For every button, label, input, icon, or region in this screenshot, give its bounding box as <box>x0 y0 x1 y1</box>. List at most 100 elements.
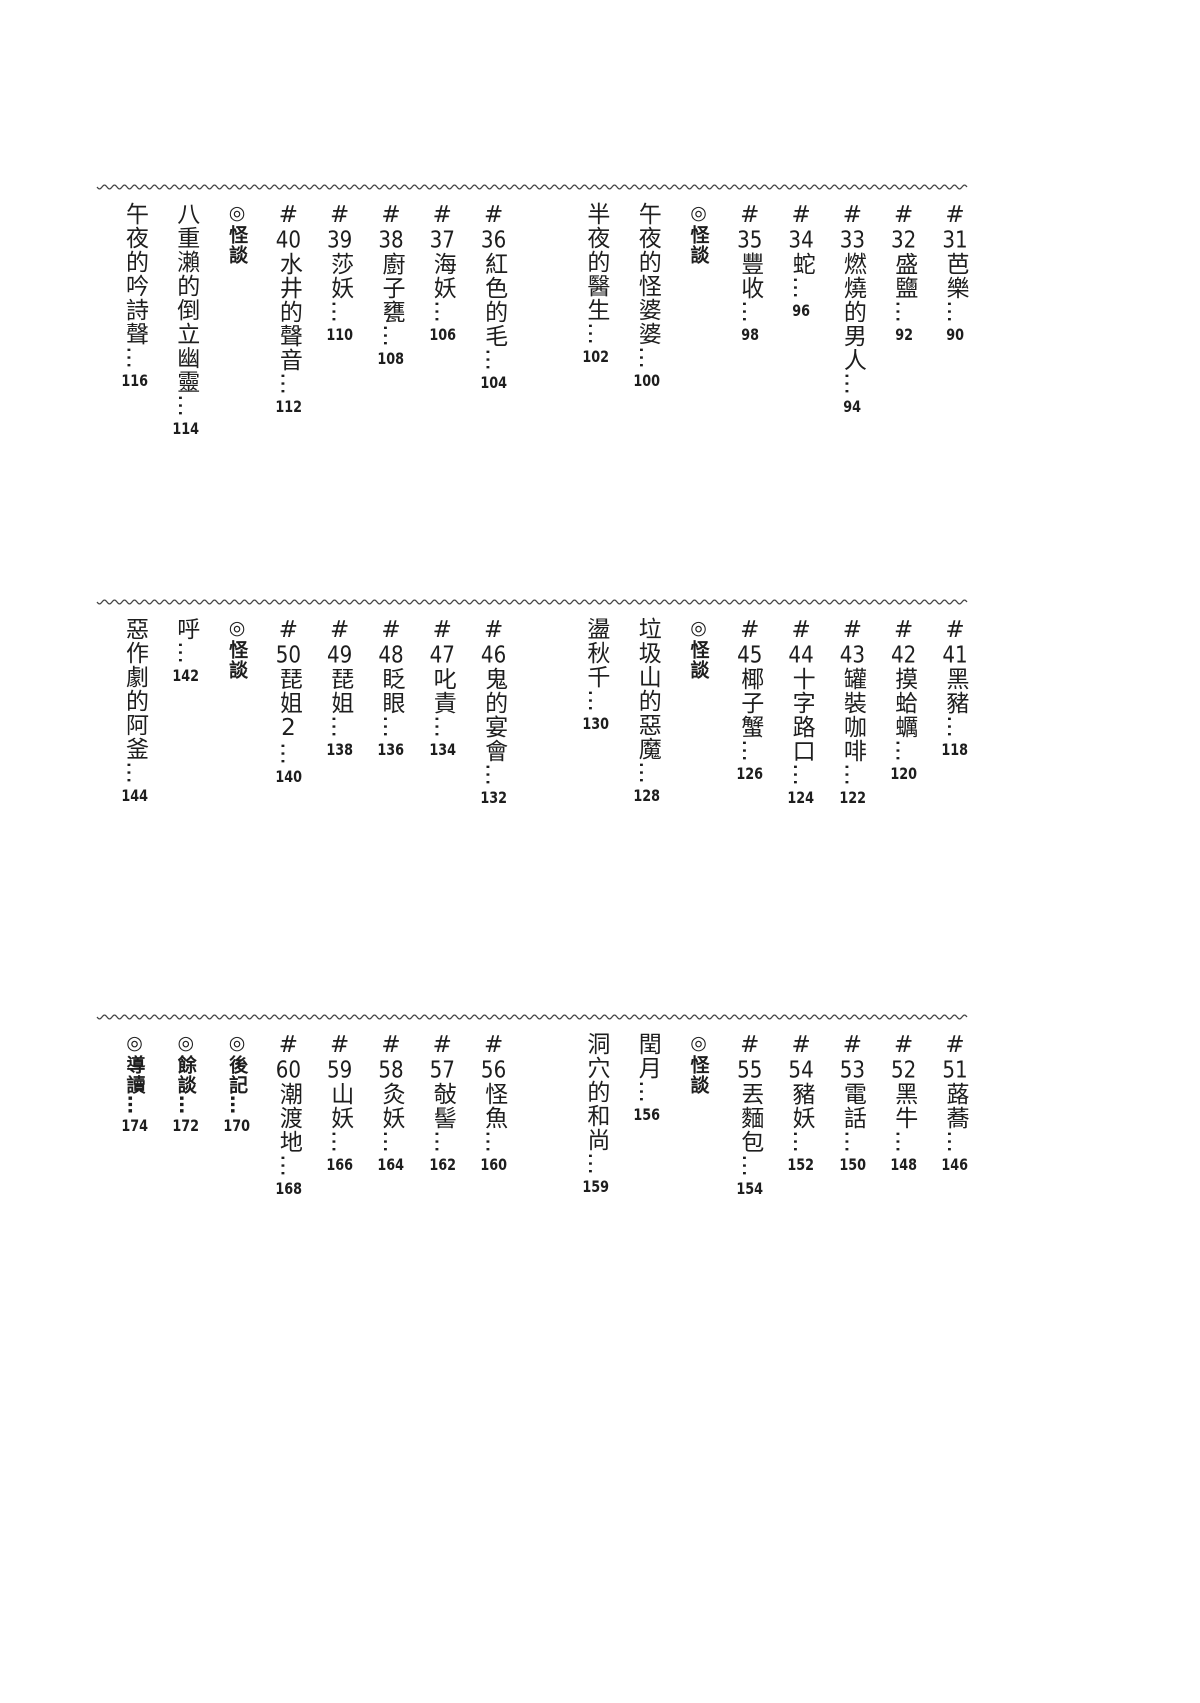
leader-dots: … <box>839 372 866 395</box>
toc-entry: 八重瀨的倒立幽靈… 114 <box>168 202 204 438</box>
entry-title: #57敧髻… <box>426 1032 458 1153</box>
entry-number: 41 <box>942 644 968 667</box>
entry-number: 54 <box>788 1059 814 1082</box>
entry-mark: # <box>326 1032 353 1059</box>
toc-entry: #49琵姐… 138 <box>322 617 358 759</box>
entry-title: #48眨眼… <box>375 617 407 738</box>
page-number: 160 <box>480 1155 507 1174</box>
entry-mark: # <box>378 202 404 229</box>
leader-dots: … <box>123 1095 146 1114</box>
page-number: 132 <box>480 788 507 807</box>
entry-text: 盛鹽 <box>890 252 917 300</box>
entry-title: ◎怪談 <box>683 202 715 265</box>
toc-entry: #42摸蛤蠣… 120 <box>886 617 922 783</box>
entry-text: 芭樂 <box>942 252 968 300</box>
entry-title: 閏月… <box>631 1032 663 1103</box>
entry-number: 39 <box>327 229 353 252</box>
toc-entry: ◎怪談 <box>681 1032 717 1095</box>
entry-text: 怪魚 <box>480 1082 507 1130</box>
entry-text: 豬妖 <box>788 1082 815 1130</box>
page-number: 164 <box>377 1155 405 1174</box>
entry-title: #37海妖… <box>426 202 458 323</box>
entry-mark: ◎ <box>687 617 710 640</box>
entry-mark: # <box>480 617 507 644</box>
entry-text: 半夜的醫生 <box>582 202 609 322</box>
leader-dots: … <box>172 641 199 664</box>
leader-dots: … <box>839 763 866 786</box>
entry-text: 蛇 <box>788 252 815 276</box>
leader-dots: … <box>172 394 199 417</box>
entry-text: 怪談 <box>687 225 710 265</box>
entry-title: ◎怪談 <box>683 1032 715 1095</box>
entry-title: ◎後記… <box>221 1032 253 1114</box>
entry-text: 罐裝咖啡 <box>839 667 866 763</box>
entry-title: #50琵姐2… <box>272 617 304 765</box>
entry-title: 八重瀨的倒立幽靈… <box>170 202 202 417</box>
entry-mark: ◎ <box>226 202 249 225</box>
entry-number: 35 <box>737 229 763 252</box>
leader-dots: … <box>942 715 968 738</box>
entry-mark: ◎ <box>687 1032 710 1055</box>
toc-entry: ◎怪談 <box>681 202 717 265</box>
entry-mark: # <box>839 617 866 644</box>
entry-number: 37 <box>429 229 455 252</box>
toc-entry: 午夜的怪婆婆… 100 <box>629 202 665 390</box>
page-number: 94 <box>843 397 862 416</box>
entry-title: 惡作劇的阿釜… <box>119 617 151 784</box>
toc-entry: ◎怪談 <box>219 202 255 265</box>
entry-text: 十字路口 <box>788 667 815 763</box>
toc-entry: #41黑豬… 118 <box>937 617 973 759</box>
page-number: 120 <box>890 764 918 783</box>
page-number: 106 <box>428 325 456 344</box>
leader-dots: … <box>429 715 456 738</box>
entry-title: 半夜的醫生… <box>580 202 612 345</box>
entry-mark: # <box>275 1032 302 1059</box>
entry-mark: # <box>942 202 968 229</box>
entry-text: 琵姐 <box>326 667 353 715</box>
leader-dots: … <box>378 324 404 347</box>
entry-text: 怪談 <box>226 640 249 680</box>
entry-text: 黑豬 <box>942 667 968 715</box>
leader-dots: … <box>788 1130 815 1153</box>
entry-mark: # <box>890 1032 917 1059</box>
toc-entry: #59山妖… 166 <box>322 1032 358 1174</box>
entry-title: #35豐收… <box>734 202 766 323</box>
toc-entry: #46鬼的宴會… 132 <box>476 617 512 807</box>
toc-entry: #35豐收… 98 <box>732 202 768 344</box>
entry-mark: # <box>788 202 815 229</box>
entry-text: 水井的聲音 <box>275 252 302 372</box>
leader-dots: … <box>480 348 507 371</box>
toc-entry: 洞穴的和尚… 159 <box>578 1032 614 1196</box>
entry-number: 59 <box>327 1059 353 1082</box>
entry-title: 盪秋千… <box>580 617 612 712</box>
entry-text: 山妖 <box>326 1082 353 1130</box>
entry-text: 惡作劇的阿釜 <box>121 617 148 761</box>
entry-number: 53 <box>839 1059 866 1082</box>
entry-title: #46鬼的宴會… <box>478 617 510 786</box>
wave-rule <box>96 184 968 190</box>
toc-entry: #50琵姐2… 140 <box>270 617 306 786</box>
toc-entry: #51蕗蕎… 146 <box>937 1032 973 1174</box>
entry-text: 怪談 <box>226 225 249 265</box>
leader-dots: … <box>121 761 148 784</box>
toc-entry: 半夜的醫生… 102 <box>578 202 614 366</box>
entry-mark: # <box>326 202 353 229</box>
leader-dots: … <box>942 300 968 323</box>
entry-title: #33燃燒的男人… <box>836 202 868 395</box>
toc-entry: 盪秋千… 130 <box>578 617 614 733</box>
page-number: 126 <box>736 764 764 783</box>
page-number: 140 <box>275 767 302 786</box>
entry-text: 海妖 <box>429 252 456 300</box>
leader-dots: … <box>736 739 763 762</box>
entry-title: #53電話… <box>836 1032 868 1153</box>
entry-text: 餘談 <box>174 1055 197 1095</box>
page-number: 154 <box>736 1179 764 1198</box>
entry-text: 灸妖 <box>378 1082 404 1130</box>
entry-mark: # <box>942 1032 968 1059</box>
toc-entry: #39莎妖… 110 <box>322 202 358 344</box>
entry-mark: # <box>480 202 507 229</box>
entry-text: 琵姐2 <box>275 667 302 742</box>
entry-text: 椰子蟹 <box>736 667 763 739</box>
page-number: 174 <box>121 1116 148 1135</box>
page-number: 146 <box>941 1155 969 1174</box>
